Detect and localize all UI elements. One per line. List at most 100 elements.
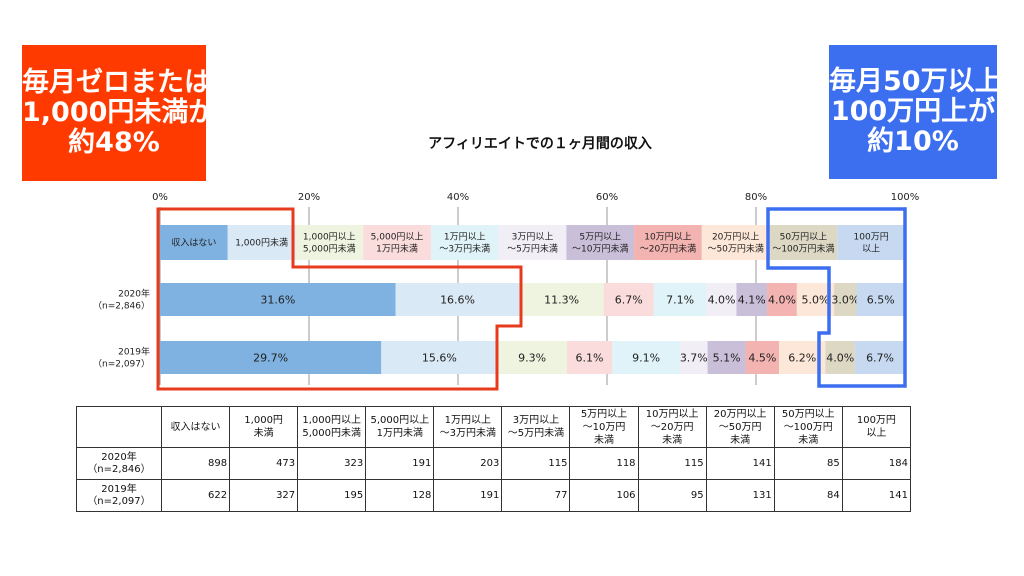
table-header-cell: 1,000円以上 5,000円未満 <box>297 406 367 448</box>
table-cell: 473 <box>229 447 299 480</box>
bar-segment <box>497 341 567 374</box>
data-label: 16.6% <box>440 294 475 307</box>
callout-left-line-1: 毎月ゼロまたは <box>22 66 211 98</box>
table-cell: 141 <box>841 479 912 512</box>
table-cell: 327 <box>229 479 299 512</box>
series-label: 2020年（n=2,846） <box>93 288 150 312</box>
table-cell: 622 <box>160 479 231 512</box>
data-label: 6.7% <box>866 352 894 365</box>
legend-swatch <box>769 225 838 260</box>
legend-swatch <box>160 225 228 260</box>
bar-segment <box>736 283 768 316</box>
legend-swatch <box>837 225 905 260</box>
callout-left: 毎月ゼロまたは 1,000円未満が 約48% <box>22 45 216 181</box>
legend-swatch <box>227 225 296 260</box>
data-label: 31.6% <box>260 294 295 307</box>
x-tick-label: 20% <box>298 192 320 203</box>
table-row: 2019年 （n=2,097） 622 327 195 128 191 77 106 95 131… <box>76 479 912 512</box>
table-header-cell: 50万円以上 ～100万円 未満 <box>773 406 843 448</box>
table-cell: 898 <box>160 447 231 480</box>
table-cell: 118 <box>569 447 639 480</box>
data-label: 15.6% <box>422 352 457 365</box>
table-header-cell: 1,000円 未満 <box>229 406 299 448</box>
table-header-cell: 20万円以上 ～50万円 未満 <box>705 406 775 448</box>
table-cell: 203 <box>433 447 503 480</box>
bar-segment <box>653 283 707 316</box>
legend-label: 1,000円以上 5,000円未満 <box>303 232 356 255</box>
legend-label: 1万円以上～3万円未満 <box>439 232 490 255</box>
table-header-cell <box>76 406 162 448</box>
data-label: 4.0% <box>768 294 796 307</box>
data-label: 4.1% <box>738 294 766 307</box>
bar-segment <box>680 341 708 374</box>
table-header-cell: 5万円以上 ～10万円 未満 <box>569 406 639 448</box>
data-label: 29.7% <box>253 352 288 365</box>
legend-swatch <box>498 225 567 260</box>
table-cell: 77 <box>501 479 571 512</box>
table-header-cell: 収入はない <box>160 406 231 448</box>
legend-label: 100万円以上 <box>854 232 889 255</box>
table-cell: 128 <box>365 479 435 512</box>
legend-swatch <box>634 225 702 260</box>
data-label: 3.7% <box>680 352 708 365</box>
table-header-cell: 3万円以上 ～5万円未満 <box>501 406 571 448</box>
table-cell: 85 <box>773 447 843 480</box>
x-tick-label: 0% <box>152 192 168 203</box>
data-label: 6.2% <box>788 352 816 365</box>
legend-label: 1,000円未満 <box>235 237 288 249</box>
table-header-cell: 100万円 以上 <box>841 406 912 448</box>
table-header-cell: 1万円以上 ～3万円未満 <box>433 406 503 448</box>
data-label: 6.5% <box>867 294 895 307</box>
table-cell: 191 <box>433 479 503 512</box>
table-cell: 191 <box>365 447 435 480</box>
bar-segment <box>519 283 604 316</box>
data-label: 9.3% <box>518 352 546 365</box>
table-header-row: 収入はない 1,000円 未満 1,000円以上 5,000円未満 5,000円以上 … <box>76 406 912 448</box>
bar-segment <box>707 341 746 374</box>
data-label: 9.1% <box>632 352 660 365</box>
legend-label: 収入はない <box>171 237 216 249</box>
bar-segment <box>856 283 905 316</box>
bar-segment <box>825 341 856 374</box>
bar-segment <box>834 283 857 316</box>
x-tick-label: 80% <box>745 192 767 203</box>
bar-segment <box>160 341 382 374</box>
legend-label: 50万円以上～100万円未満 <box>772 232 834 255</box>
callout-left-line-2: 1,000円未満が <box>22 96 216 128</box>
legend-label: 5,000円以上 1万円未満 <box>371 232 424 255</box>
table-header-cell: 10万円以上 ～20万円 未満 <box>637 406 707 448</box>
table-cell: 84 <box>773 479 843 512</box>
bar-segment <box>706 283 737 316</box>
chart-title: アフィリエイトでの１ヶ月間の収入 <box>428 136 652 152</box>
stacked-bar-chart: 0% 20% 40% 60% 80% 100% 収入はない 1,000円未満 1,000円以上 5… <box>93 192 920 391</box>
table-cell: 106 <box>569 479 639 512</box>
bar-segment <box>612 341 681 374</box>
callout-right-line-3: 約10% <box>867 126 959 158</box>
callout-right-line-2: 100万円上が <box>830 95 996 127</box>
legend-label: 20万円以上～50万円未満 <box>707 232 763 255</box>
legend-swatch <box>363 225 431 260</box>
callout-left-line-3: 約48% <box>68 127 160 159</box>
bar-segment <box>767 283 797 316</box>
bar-segment <box>603 283 654 316</box>
data-label: 3.0% <box>831 294 859 307</box>
table-cell: 184 <box>841 447 912 480</box>
table-cell: 131 <box>705 479 775 512</box>
x-tick-label: 60% <box>596 192 618 203</box>
legend-label: 10万円以上～20万円未満 <box>640 232 696 255</box>
data-label: 6.7% <box>615 294 643 307</box>
data-label: 11.3% <box>544 294 579 307</box>
bar-segment <box>381 341 498 374</box>
data-label: 5.1% <box>713 352 741 365</box>
legend-swatch <box>295 225 364 260</box>
legend-swatch <box>430 225 499 260</box>
data-label: 5.0% <box>802 294 830 307</box>
table-row-label: 2020年 （n=2,846） <box>76 447 162 480</box>
bar-segment <box>566 341 613 374</box>
bar-segment <box>160 283 396 316</box>
highlight-outline-left <box>156 207 523 391</box>
table-cell: 95 <box>637 479 707 512</box>
x-tick-label: 100% <box>891 192 920 203</box>
bar-segment <box>745 341 780 374</box>
x-tick-label: 40% <box>447 192 469 203</box>
